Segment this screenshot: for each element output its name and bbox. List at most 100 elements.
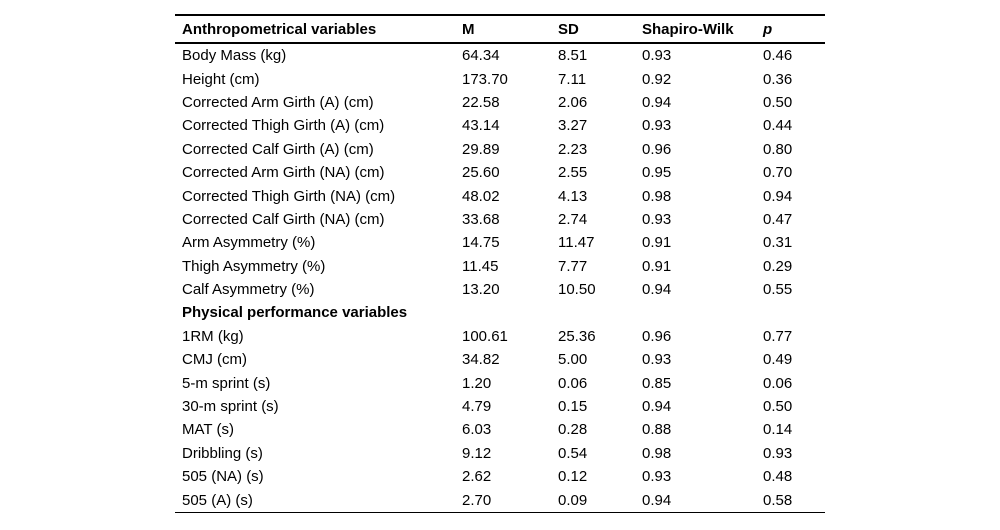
header-p-value: p <box>763 14 825 44</box>
sd-cell: 0.09 <box>558 488 642 513</box>
table-row: 30-m sprint (s) 4.79 0.15 0.94 0.50 <box>175 395 825 418</box>
p-value-cell: 0.93 <box>763 444 793 462</box>
mean-cell: 9.12 <box>462 444 492 462</box>
mean-cell: 100.61 <box>462 327 508 345</box>
sd-cell: 0.15 <box>558 398 588 416</box>
shapiro-wilk-cell: 0.88 <box>642 421 672 439</box>
p-value-cell: 0.50 <box>763 93 793 111</box>
table-row: 505 (NA) (s) 2.62 0.12 0.93 0.48 <box>175 465 825 488</box>
table-row: MAT (s) 6.03 0.28 0.88 0.14 <box>175 418 825 441</box>
shapiro-wilk-cell: 0.93 <box>642 468 672 486</box>
mean-cell: 13.20 <box>462 281 500 299</box>
shapiro-wilk-cell: 0.93 <box>642 351 672 369</box>
table-row: Body Mass (kg) 64.34 8.51 0.93 0.46 <box>175 43 825 67</box>
mean-cell: 6.03 <box>462 421 492 439</box>
mean-cell: 22.58 <box>462 93 500 111</box>
p-value-cell: 0.47 <box>763 210 793 228</box>
variable-cell: Calf Asymmetry (%) <box>182 281 315 299</box>
p-value-cell: 0.14 <box>763 421 793 439</box>
sd-cell: 11.47 <box>558 234 595 252</box>
variable-cell: MAT (s) <box>182 421 234 439</box>
mean-cell: 48.02 <box>462 187 500 205</box>
header-row: Anthropometrical variables M SD Shapiro-… <box>175 14 825 44</box>
variable-cell: Corrected Thigh Girth (A) (cm) <box>182 117 385 135</box>
sd-cell: 2.74 <box>558 210 588 228</box>
mean-cell: 34.82 <box>462 351 500 369</box>
sd-cell: 3.27 <box>558 117 588 135</box>
variable-cell: CMJ (cm) <box>182 351 247 369</box>
mean-cell: 14.75 <box>462 234 500 252</box>
shapiro-wilk-cell: 0.91 <box>642 257 672 275</box>
variable-cell: Corrected Arm Girth (A) (cm) <box>182 93 374 111</box>
variable-cell: 1RM (kg) <box>182 327 244 345</box>
mean-cell: 1.20 <box>462 374 492 392</box>
header-sd: SD <box>558 14 642 44</box>
sd-cell: 2.55 <box>558 164 588 182</box>
mean-cell: 25.60 <box>462 164 500 182</box>
sd-cell: 7.77 <box>558 257 588 275</box>
mean-cell: 173.70 <box>462 70 508 88</box>
shapiro-wilk-cell: 0.98 <box>642 444 672 462</box>
table-body: Body Mass (kg) 64.34 8.51 0.93 0.46 Height (c… <box>175 43 825 513</box>
header-variables: Anthropometrical variables <box>175 14 462 44</box>
variable-cell: 5-m sprint (s) <box>182 374 271 392</box>
p-value-cell: 0.06 <box>763 374 793 392</box>
p-value-cell: 0.31 <box>763 234 793 252</box>
variable-cell: Corrected Arm Girth (NA) (cm) <box>182 164 385 182</box>
table-row: Calf Asymmetry (%) 13.20 10.50 0.94 0.55 <box>175 278 825 301</box>
shapiro-wilk-cell: 0.95 <box>642 164 672 182</box>
variable-cell: Corrected Thigh Girth (NA) (cm) <box>182 187 396 205</box>
statistics-table: Anthropometrical variables M SD Shapiro-… <box>175 14 825 513</box>
table-row: Corrected Arm Girth (NA) (cm) 25.60 2.55 0.… <box>175 161 825 184</box>
sd-cell: 2.06 <box>558 93 588 111</box>
shapiro-wilk-cell: 0.96 <box>642 327 672 345</box>
shapiro-wilk-cell: 0.98 <box>642 187 672 205</box>
variable-cell: 505 (A) (s) <box>175 488 462 513</box>
table-row: Corrected Arm Girth (A) (cm) 22.58 2.06 0.9… <box>175 91 825 114</box>
p-value-cell: 0.44 <box>763 117 793 135</box>
variable-cell: Corrected Calf Girth (A) (cm) <box>182 140 374 158</box>
p-value-cell: 0.80 <box>763 140 793 158</box>
sd-cell <box>558 301 642 324</box>
table-row: Arm Asymmetry (%) 14.75 11.47 0.91 0.31 <box>175 231 825 254</box>
sd-cell: 0.06 <box>558 374 588 392</box>
variable-cell: Thigh Asymmetry (%) <box>182 257 326 275</box>
mean-cell: 33.68 <box>462 210 500 228</box>
p-value-cell: 0.55 <box>763 281 793 299</box>
sd-cell: 10.50 <box>558 281 596 299</box>
table-row: 505 (A) (s) 2.70 0.09 0.94 0.58 <box>175 488 825 513</box>
sd-cell: 4.13 <box>558 187 588 205</box>
table-row: Corrected Thigh Girth (NA) (cm) 48.02 4.13… <box>175 184 825 207</box>
p-value-cell: 0.49 <box>763 351 793 369</box>
p-value-cell: 0.94 <box>763 187 793 205</box>
shapiro-wilk-cell: 0.92 <box>642 70 672 88</box>
table-row: 5-m sprint (s) 1.20 0.06 0.85 0.06 <box>175 371 825 394</box>
shapiro-wilk-cell: 0.93 <box>642 47 672 65</box>
mean-cell: 29.89 <box>462 140 500 158</box>
variable-cell: Dribbling (s) <box>182 444 263 462</box>
sd-cell: 8.51 <box>558 47 588 65</box>
shapiro-wilk-cell: 0.85 <box>642 374 672 392</box>
p-value-cell: 0.70 <box>763 164 793 182</box>
sd-cell: 5.00 <box>558 351 588 369</box>
table-row: Dribbling (s) 9.12 0.54 0.98 0.93 <box>175 442 825 465</box>
p-value-cell: 0.46 <box>763 47 793 65</box>
table-row: Corrected Calf Girth (NA) (cm) 33.68 2.74 0… <box>175 208 825 231</box>
header-mean: M <box>462 14 558 44</box>
mean-cell: 4.79 <box>462 398 492 416</box>
mean-cell: 2.62 <box>462 468 492 486</box>
mean-cell: 11.45 <box>462 257 499 275</box>
mean-cell: 43.14 <box>462 117 500 135</box>
shapiro-wilk-cell: 0.94 <box>642 488 763 513</box>
sd-cell: 25.36 <box>558 327 596 345</box>
p-value-cell: 0.48 <box>763 468 793 486</box>
p-value-cell: 0.50 <box>763 398 793 416</box>
shapiro-wilk-cell: 0.94 <box>642 93 672 111</box>
mean-cell <box>462 301 558 324</box>
shapiro-wilk-cell: 0.96 <box>642 140 672 158</box>
sd-cell: 2.23 <box>558 140 588 158</box>
table-row: Height (cm) 173.70 7.11 0.92 0.36 <box>175 67 825 90</box>
p-value-cell: 0.58 <box>763 488 825 513</box>
shapiro-wilk-cell: 0.94 <box>642 398 672 416</box>
p-value-cell: 0.29 <box>763 257 793 275</box>
